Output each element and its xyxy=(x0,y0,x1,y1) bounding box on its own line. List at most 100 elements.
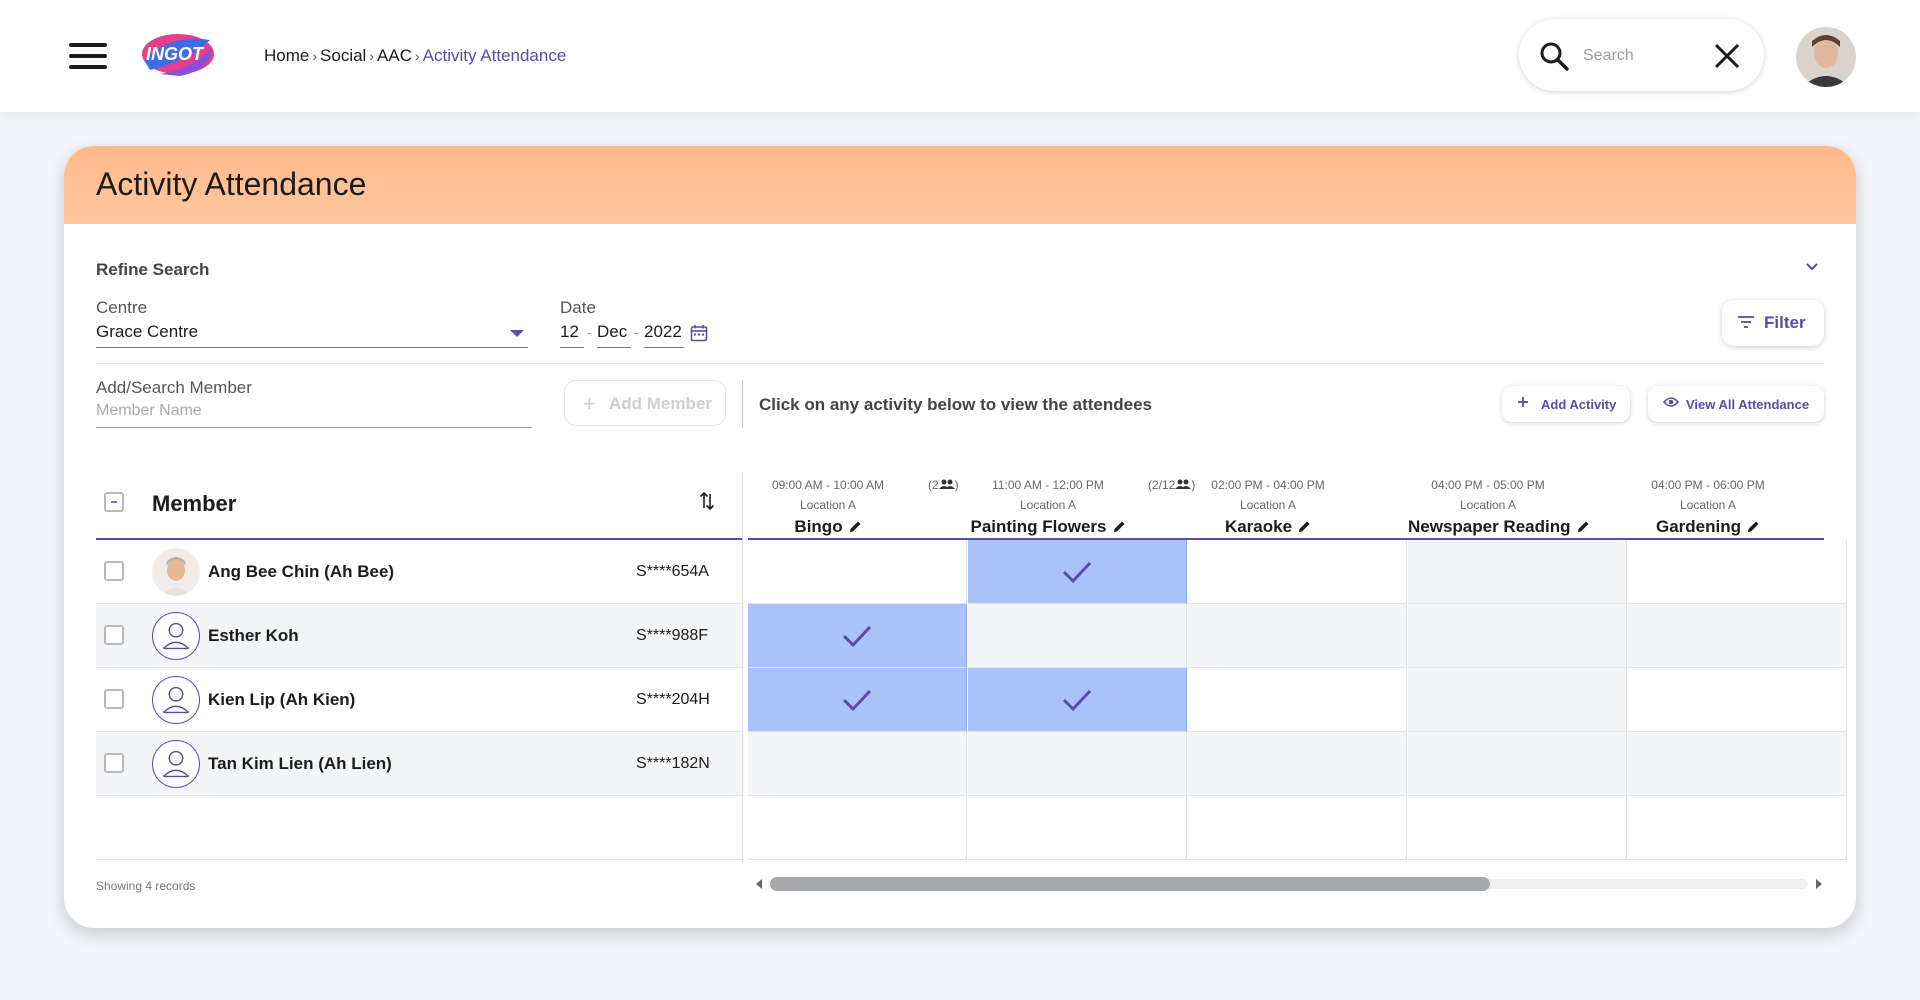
attendance-cell[interactable] xyxy=(1628,732,1847,796)
search-icon xyxy=(1540,42,1569,71)
activity-hint: Click on any activity below to view the … xyxy=(759,395,1153,414)
attendance-cell[interactable] xyxy=(1188,668,1407,732)
sort-icon[interactable] xyxy=(699,490,715,512)
checkmark-icon xyxy=(1062,689,1092,712)
calendar-icon[interactable] xyxy=(690,324,708,342)
ingot-logo[interactable]: INGOT xyxy=(140,30,222,78)
activity-name[interactable]: Gardening xyxy=(1628,517,1788,537)
attendance-cell[interactable] xyxy=(748,540,967,604)
add-member-button[interactable]: + Add Member xyxy=(564,380,726,426)
activity-time: 09:00 AM - 10:00 AM xyxy=(771,478,885,492)
member-name[interactable]: Kien Lip (Ah Kien) xyxy=(208,690,356,709)
attendance-cell[interactable] xyxy=(1408,732,1627,796)
attendance-cell[interactable] xyxy=(1408,540,1627,604)
attendance-cell xyxy=(748,796,967,860)
breadcrumb-separator: › xyxy=(414,48,420,64)
filter-label: Filter xyxy=(1764,313,1806,332)
attendance-cell[interactable] xyxy=(968,732,1187,796)
group-icon xyxy=(938,479,955,489)
scroll-thumb[interactable] xyxy=(770,877,1490,891)
attendance-card: Activity Attendance Refine Search Centre… xyxy=(64,146,1856,928)
member-name-input[interactable]: Member Name xyxy=(96,402,532,428)
select-all-checkbox[interactable] xyxy=(104,492,124,512)
person-icon xyxy=(152,740,200,788)
attendance-cell[interactable] xyxy=(1628,668,1847,732)
attendance-cell[interactable] xyxy=(1408,668,1627,732)
attendance-cell xyxy=(1188,796,1407,860)
activity-name[interactable]: Karaoke xyxy=(1188,517,1348,537)
scroll-right-icon[interactable] xyxy=(1816,879,1822,889)
attendance-cell[interactable] xyxy=(1188,540,1407,604)
activity-header[interactable]: 02:00 PM - 04:00 PM Location A Karaoke xyxy=(1188,472,1408,538)
breadcrumb-aac[interactable]: AAC xyxy=(377,46,412,65)
member-name[interactable]: Tan Kim Lien (Ah Lien) xyxy=(208,754,392,773)
activity-time: 04:00 PM - 06:00 PM xyxy=(1651,478,1765,492)
attendance-cell[interactable] xyxy=(968,604,1187,668)
date-year-field[interactable]: 2022 xyxy=(644,322,684,348)
member-checkbox[interactable] xyxy=(104,689,124,709)
checkmark-icon xyxy=(1062,561,1092,584)
attendance-cell[interactable] xyxy=(1188,732,1407,796)
plus-icon: + xyxy=(583,391,596,416)
attendance-cell-checked[interactable] xyxy=(968,540,1187,604)
edit-icon[interactable] xyxy=(849,520,862,533)
member-checkbox[interactable] xyxy=(104,625,124,645)
edit-icon[interactable] xyxy=(1747,520,1760,533)
horizontal-scrollbar[interactable] xyxy=(754,874,1824,894)
attendance-cell[interactable] xyxy=(748,732,967,796)
date-day-field[interactable]: 12 xyxy=(560,322,584,348)
activity-name[interactable]: Newspaper Reading xyxy=(1408,517,1588,537)
edit-icon[interactable] xyxy=(1577,520,1590,533)
edit-icon[interactable] xyxy=(1113,520,1126,533)
caret-down-icon xyxy=(510,330,524,337)
member-header-underline xyxy=(96,538,742,540)
add-activity-button[interactable]: Add Activity xyxy=(1502,386,1630,422)
member-checkbox[interactable] xyxy=(104,753,124,773)
hamburger-menu-icon[interactable] xyxy=(69,41,107,71)
breadcrumb-home[interactable]: Home xyxy=(264,46,310,65)
breadcrumb-social[interactable]: Social xyxy=(320,46,367,65)
view-all-attendance-button[interactable]: View All Attendance xyxy=(1648,386,1824,422)
member-id: S****204H xyxy=(636,691,710,708)
filter-button[interactable]: Filter xyxy=(1722,300,1824,346)
member-id: S****988F xyxy=(636,627,709,644)
member-row[interactable] xyxy=(96,604,744,668)
member-name[interactable]: Ang Bee Chin (Ah Bee) xyxy=(208,562,395,581)
breadcrumb: Home › Social › AAC › Activity Attendance xyxy=(264,46,566,66)
centre-select[interactable]: Grace Centre xyxy=(96,322,528,348)
member-id: S****182N xyxy=(636,755,710,772)
member-row[interactable] xyxy=(96,540,744,604)
close-icon[interactable] xyxy=(1712,41,1742,71)
activity-location: Location A xyxy=(799,498,857,512)
activity-header[interactable]: 04:00 PM - 05:00 PM Location A Newspaper… xyxy=(1408,472,1628,538)
member-row[interactable] xyxy=(96,668,744,732)
search-box[interactable]: Search xyxy=(1519,19,1764,91)
scroll-left-icon[interactable] xyxy=(756,879,762,889)
activity-name[interactable]: Painting Flowers xyxy=(968,517,1128,537)
attendance-cell[interactable] xyxy=(1628,540,1847,604)
attendance-cell-checked[interactable] xyxy=(748,604,967,668)
breadcrumb-current: Activity Attendance xyxy=(422,46,567,65)
edit-icon[interactable] xyxy=(1298,520,1311,533)
centre-label: Centre xyxy=(96,298,148,317)
member-checkbox[interactable] xyxy=(104,561,124,581)
member-row[interactable] xyxy=(96,732,744,796)
activity-header[interactable]: 09:00 AM - 10:00 AM (2) Location A Bingo xyxy=(748,472,968,538)
user-avatar[interactable] xyxy=(1796,27,1856,87)
activity-name[interactable]: Bingo xyxy=(748,517,908,537)
activity-count: (2/12) xyxy=(1148,478,1196,492)
attendance-cell-checked[interactable] xyxy=(968,668,1187,732)
activity-header[interactable]: 04:00 PM - 06:00 PM Location A Gardening xyxy=(1628,472,1848,538)
attendance-cell-checked[interactable] xyxy=(748,668,967,732)
attendance-cell[interactable] xyxy=(1628,604,1847,668)
plus-icon xyxy=(1518,397,1528,407)
member-name[interactable]: Esther Koh xyxy=(208,626,299,645)
card-header: Activity Attendance xyxy=(64,146,1856,224)
search-input[interactable]: Search xyxy=(1583,47,1634,64)
breadcrumb-separator: › xyxy=(369,48,375,64)
attendance-cell[interactable] xyxy=(1188,604,1407,668)
date-month-field[interactable]: Dec xyxy=(597,322,631,348)
activity-header[interactable]: 11:00 AM - 12:00 PM (2/12) Location A Pa… xyxy=(968,472,1195,538)
chevron-down-icon[interactable] xyxy=(1804,258,1820,274)
attendance-cell[interactable] xyxy=(1408,604,1627,668)
